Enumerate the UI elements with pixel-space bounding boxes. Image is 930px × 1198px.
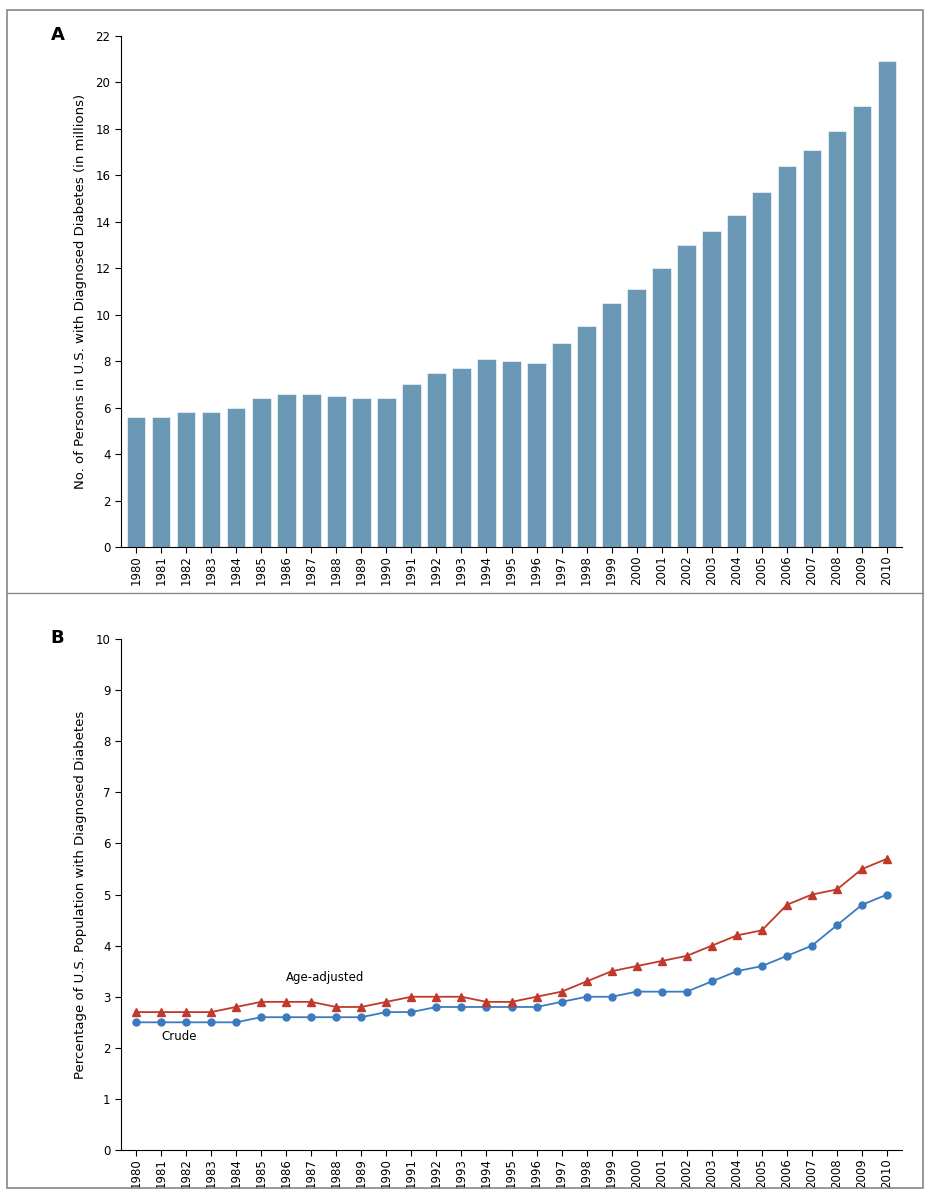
Bar [177,412,195,547]
Bar [878,61,897,547]
Bar [452,368,471,547]
Bar [527,363,546,547]
Bar [702,231,721,547]
Y-axis label: Percentage of U.S. Population with Diagnosed Diabetes: Percentage of U.S. Population with Diagn… [74,710,87,1078]
Bar [652,268,671,547]
Bar [227,407,246,547]
Bar [302,394,321,547]
Text: Age-adjusted: Age-adjusted [286,972,365,985]
Y-axis label: No. of Persons in U.S. with Diagnosed Diabetes (in millions): No. of Persons in U.S. with Diagnosed Di… [74,93,87,489]
Bar [552,343,571,547]
Text: B: B [50,629,64,647]
Text: A: A [50,25,64,43]
Bar [727,214,746,547]
Bar [677,246,697,547]
Bar [326,397,346,547]
Bar [352,399,371,547]
Bar [252,399,271,547]
Bar [377,399,395,547]
Bar [777,167,796,547]
Bar [578,326,596,547]
Bar [402,385,420,547]
Bar [202,412,220,547]
Bar [477,359,496,547]
Bar [277,394,296,547]
Bar [628,289,646,547]
Text: Crude: Crude [161,1030,196,1043]
Bar [853,105,871,547]
Bar [427,373,445,547]
Bar [752,192,771,547]
Bar [126,417,145,547]
Bar [152,417,170,547]
Bar [828,132,846,547]
Bar [803,150,821,547]
Bar [603,303,621,547]
Bar [502,361,521,547]
